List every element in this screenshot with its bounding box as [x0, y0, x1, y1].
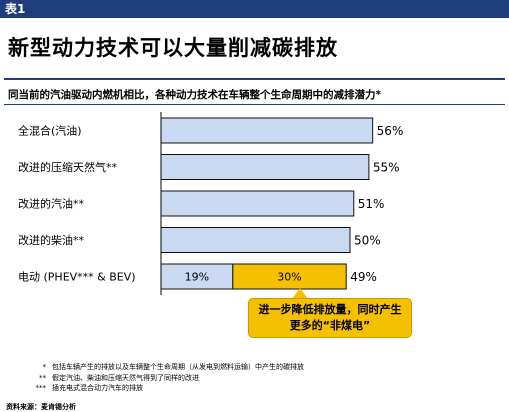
value-label: 55%	[373, 161, 400, 175]
value-label: 51%	[358, 197, 385, 211]
bar	[160, 117, 374, 144]
segment-label: 30%	[277, 271, 301, 284]
footnote-1: * 包括车辆产生的排放以及车辆整个生命周期（从发电到燃料运输）中产生的碳排放	[28, 362, 305, 373]
header-bar: 表1	[0, 0, 509, 18]
category-label: 全混合(汽油)	[18, 124, 82, 138]
chart-subtitle: 同当前的汽油驱动内燃机相比，各种动力技术在车辆整个生命周期中的减排潜力*	[8, 89, 381, 101]
category-label: 改进的压缩天然气**	[18, 160, 117, 174]
category-label: 电动 (PHEV*** & BEV)	[18, 271, 136, 284]
footnote-mark: *	[42, 363, 47, 371]
source-note: 资料来源：麦肯锡分析	[6, 403, 76, 411]
chart-title: 新型动力技术可以大量削减碳排放	[8, 36, 338, 60]
bar-segment	[160, 263, 234, 290]
title-divider	[4, 78, 505, 80]
value-label: 50%	[354, 234, 381, 248]
footnotes: * 包括车辆产生的排放以及车辆整个生命周期（从发电到燃料运输）中产生的碳排放 **…	[28, 362, 305, 394]
callout-box: 进一步降低排放量，同时产生更多的“非煤电”	[248, 298, 412, 338]
footnote-3: *** 插充电式混合动力汽车的排放	[28, 383, 304, 394]
bar	[160, 190, 355, 217]
value-label: 49%	[350, 270, 377, 284]
segment-label: 19%	[185, 271, 209, 284]
footnote-2: ** 假定汽油、柴油和压缩天然气得到了同样的改进	[28, 373, 304, 384]
category-label: 改进的柴油**	[18, 233, 84, 247]
category-label: 改进的汽油**	[18, 197, 84, 211]
bar	[160, 154, 370, 180]
bar-chart: 全混合(汽油) 56% 改进的压缩天然气** 55% 改进的汽油** 51% 改进的柴油**…	[18, 112, 404, 295]
bar	[160, 227, 351, 253]
subtitle-divider	[4, 104, 505, 105]
footnote-text: 包括车辆产生的排放以及车辆整个生命周期（从发电到燃料运输）中产生的碳排放	[52, 363, 304, 371]
footnote-mark: ***	[35, 384, 47, 392]
table-tag: 表1	[5, 2, 26, 16]
footnote-text: 假定汽油、柴油和压缩天然气得到了同样的改进	[52, 373, 199, 382]
value-label: 56%	[377, 124, 404, 138]
callout-pointer	[292, 288, 308, 299]
footnote-text: 插充电式混合动力汽车的排放	[52, 384, 143, 392]
bar-segment	[232, 263, 347, 290]
footnote-mark: **	[39, 373, 46, 382]
